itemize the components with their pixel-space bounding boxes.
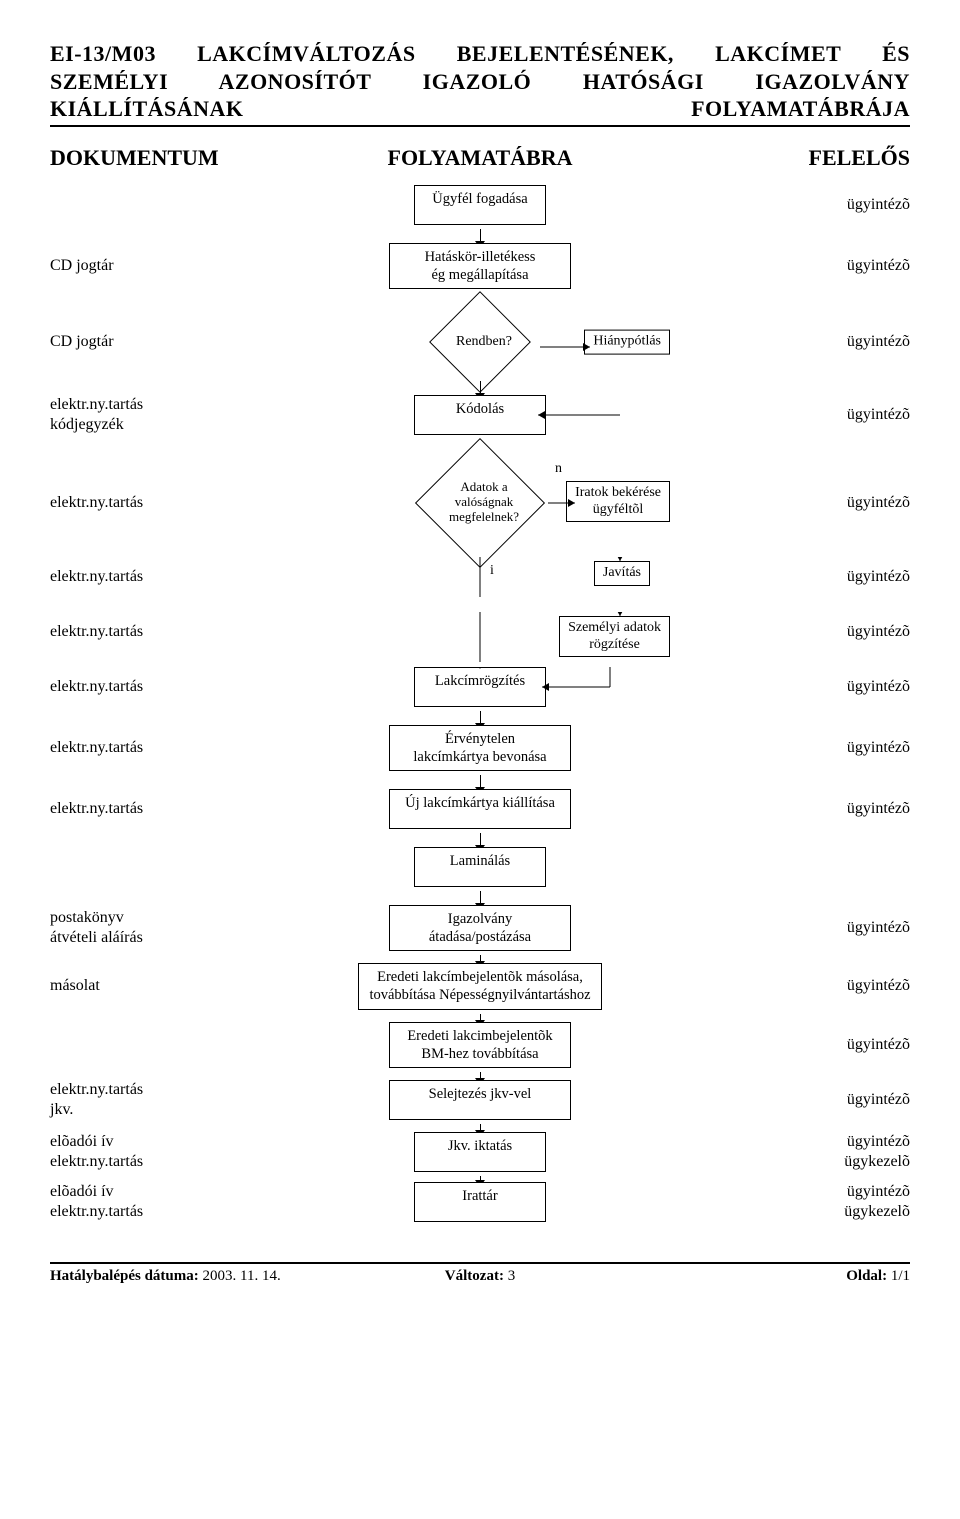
resp-cell: ügyintézõ <box>680 677 910 697</box>
resp-ugykezelo: ügykezelõ <box>844 1153 910 1170</box>
doc-cell: elektr.ny.tartás <box>50 738 280 758</box>
step-szemelyi-rogzites: Személyi adatok rögzítése <box>559 616 670 658</box>
step-kodolas: Kódolás <box>414 395 546 435</box>
resp-cell: ügyintézõ <box>680 799 910 819</box>
resp-cell: ügyintézõ <box>680 1090 910 1110</box>
step-hataskor: Hatáskör-illetékess ég megállapítása <box>389 243 571 289</box>
title-line-1: EI-13/M03 LAKCÍMVÁLTOZÁS BEJELENTÉSÉNEK,… <box>50 41 910 66</box>
step-uj-lakcimkartya: Új lakcímkártya kiállítása <box>389 789 571 829</box>
resp-cell: ügyintézõ <box>680 405 910 425</box>
doc-cell: elektr.ny.tartás <box>50 799 280 819</box>
footer-page: Oldal: 1/1 <box>623 1268 910 1285</box>
step-iratok-bekerese: Iratok bekérése ügyféltõl <box>566 481 670 523</box>
header-flowchart: FOLYAMATÁBRA <box>280 145 680 171</box>
resp-ugykezelo: ügykezelõ <box>844 1203 910 1220</box>
doc-cell: elektr.ny.tartás <box>50 622 280 642</box>
step-lakcimrogzites: Lakcímrögzítés <box>414 667 546 707</box>
column-headers: DOKUMENTUM FOLYAMATÁBRA FELELŐS <box>50 145 910 171</box>
doc-cell: elektr.ny.tartás jkv. <box>50 1080 280 1120</box>
resp-cell: ügyintézõ <box>680 1035 910 1055</box>
doc-cell: CD jogtár <box>50 256 280 276</box>
decision-label: Rendben? <box>420 312 548 372</box>
resp-ugyintezo: ügyintézõ <box>847 1183 910 1200</box>
footer-version-label: Változat: <box>445 1268 504 1284</box>
decision-rendben: Rendben? <box>420 312 540 372</box>
branch-label-n: n <box>555 461 562 477</box>
doc-cell: elektr.ny.tartás <box>50 493 280 513</box>
doc-cell: elektr.ny.tartás <box>50 567 280 587</box>
footer-page-label: Oldal: <box>846 1268 887 1284</box>
step-ugyfel-fogadasa: Ügyfél fogadása <box>414 185 546 225</box>
resp-cell: ügyintézõ <box>680 493 910 513</box>
doc-cell: elõadói ív elektr.ny.tartás <box>50 1182 280 1222</box>
doc-cell: postakönyv átvételi aláírás <box>50 908 280 948</box>
step-ervenytelen: Érvénytelen lakcímkártya bevonása <box>389 725 571 771</box>
resp-cell: ügyintézõ <box>680 332 910 352</box>
decision-adatok: Adatok a valóságnak megfelelnek? <box>410 453 550 553</box>
header-document: DOKUMENTUM <box>50 145 280 171</box>
doc-cell: elektr.ny.tartás <box>50 677 280 697</box>
footer-date: Hatálybalépés dátuma: 2003. 11. 14. <box>50 1268 337 1285</box>
header-responsible: FELELŐS <box>680 145 910 171</box>
doc-cell: elõadói ív elektr.ny.tartás <box>50 1132 280 1172</box>
footer-date-label: Hatálybalépés dátuma: <box>50 1268 199 1284</box>
doc-cell: elektr.ny.tartás kódjegyzék <box>50 395 280 435</box>
doc-cell: CD jogtár <box>50 332 280 352</box>
step-eredeti-masolas: Eredeti lakcímbejelentõk másolása, továb… <box>358 963 601 1009</box>
resp-cell: ügyintézõ <box>680 918 910 938</box>
step-laminalas: Laminálás <box>414 847 546 887</box>
resp-cell: ügyintézõ <box>680 195 910 215</box>
step-javitas: Javítás <box>594 561 650 586</box>
resp-ugyintezo: ügyintézõ <box>847 1133 910 1150</box>
doc-cell: másolat <box>50 976 280 996</box>
footer-version-value: 3 <box>508 1268 516 1284</box>
footer-page-value: 1/1 <box>891 1268 910 1284</box>
branch-label-i: i <box>490 563 494 579</box>
step-irattar: Irattár <box>414 1182 546 1222</box>
resp-cell: ügyintézõ ügykezelõ <box>680 1182 910 1222</box>
resp-cell: ügyintézõ <box>680 738 910 758</box>
resp-cell: ügyintézõ <box>680 976 910 996</box>
step-igazolvany: Igazolvány átadása/postázása <box>389 905 571 951</box>
resp-cell: ügyintézõ <box>680 567 910 587</box>
resp-cell: ügyintézõ ügykezelõ <box>680 1132 910 1172</box>
page-footer: Hatálybalépés dátuma: 2003. 11. 14. Vált… <box>50 1262 910 1285</box>
step-selejtezes: Selejtezés jkv-vel <box>389 1080 571 1120</box>
footer-date-value: 2003. 11. 14. <box>203 1268 281 1284</box>
step-hianypotlas: Hiánypótlás <box>584 329 670 354</box>
decision-label: Adatok a valóságnak megfelelnek? <box>410 453 558 553</box>
title-line-2: SZEMÉLYI AZONOSÍTÓT IGAZOLÓ HATÓSÁGI IGA… <box>50 69 910 94</box>
title-line-3: KIÁLLÍTÁSÁNAK FOLYAMATÁBRÁJA <box>50 96 910 121</box>
page-title: EI-13/M03 LAKCÍMVÁLTOZÁS BEJELENTÉSÉNEK,… <box>50 40 910 127</box>
step-jkv-iktatas: Jkv. iktatás <box>414 1132 546 1172</box>
resp-cell: ügyintézõ <box>680 622 910 642</box>
step-eredeti-bm: Eredeti lakcimbejelentõk BM-hez továbbít… <box>389 1022 571 1068</box>
footer-version: Változat: 3 <box>337 1268 624 1285</box>
resp-cell: ügyintézõ <box>680 256 910 276</box>
